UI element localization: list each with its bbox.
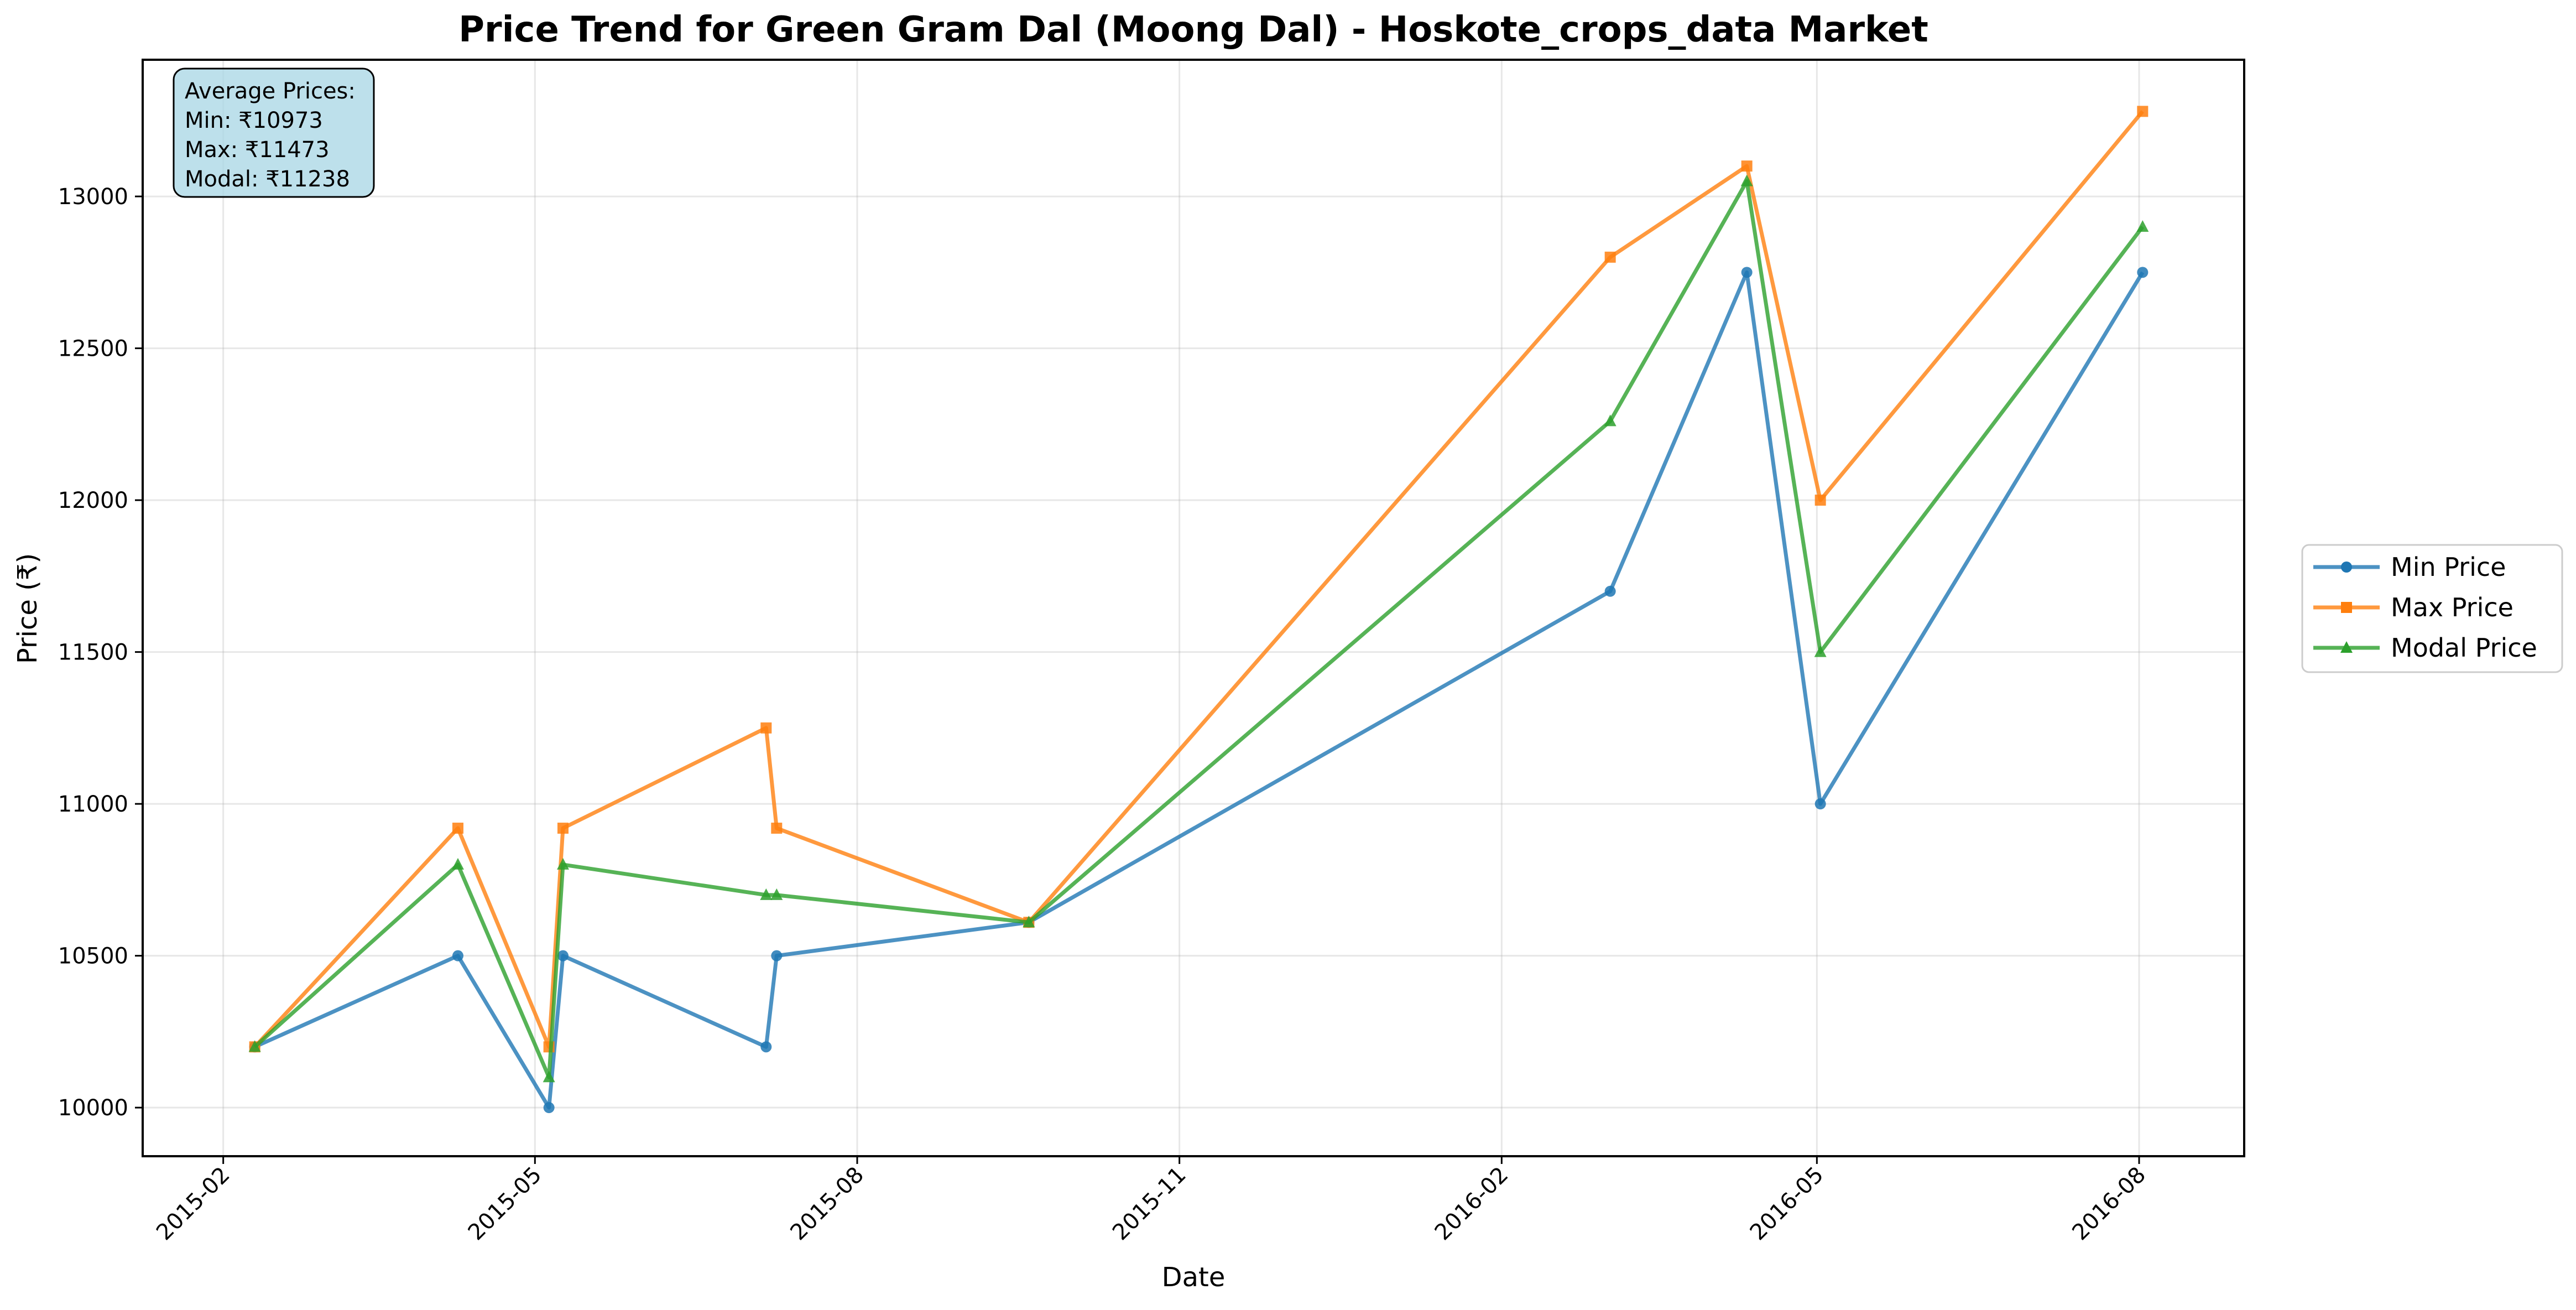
max-price-point: [452, 823, 463, 834]
series-layer: [248, 106, 2149, 1114]
average-modal-price: Modal: ₹11238: [185, 167, 350, 192]
legend-label-modal-price: Modal Price: [2391, 633, 2537, 663]
max-price-point: [557, 823, 569, 834]
tick-layer: 2015-02 2015-05 2015-08 2015-11 2016-02 2016-…: [58, 184, 2151, 1245]
min-price-series: [249, 267, 2149, 1114]
modal-price-point: [248, 1040, 261, 1052]
modal-price-line: [253, 179, 2145, 1079]
min-price-point: [543, 1102, 555, 1114]
y-tick-label: 13000: [58, 184, 128, 210]
y-tick-label: 12500: [58, 336, 128, 362]
average-max-price: Max: ₹11473: [185, 137, 330, 163]
min-price-line: [254, 270, 2145, 1110]
average-prices-background: [173, 67, 375, 198]
min-price-point: [1741, 267, 1753, 278]
modal-price-point: [1740, 174, 1753, 186]
x-tick-label: 2016-02: [1430, 1162, 1514, 1246]
max-price-point: [1604, 251, 1616, 263]
max-price-line: [253, 110, 2145, 1049]
chart-title: Price Trend for Green Gram Dal (Moong Da…: [458, 9, 1928, 50]
y-tick-label: 10000: [58, 1095, 128, 1121]
y-tick-label: 10500: [58, 944, 128, 969]
min-price-point: [771, 950, 783, 961]
legend-label-max-price: Max Price: [2391, 592, 2514, 622]
average-prices-box: Average Prices: Min: ₹10973 Max: ₹11473 …: [173, 67, 375, 198]
legend-box: [2301, 544, 2563, 673]
modal-price-point: [452, 857, 464, 870]
average-min-price: Min: ₹10973: [185, 108, 323, 133]
modal-price-point: [770, 888, 783, 900]
x-tick-label: 2015-11: [1108, 1162, 1191, 1246]
max-price-point: [1814, 495, 1826, 506]
x-tick-label: 2015-08: [785, 1162, 869, 1246]
legend-marker-max-price: [2341, 602, 2352, 613]
min-price-point: [452, 950, 463, 961]
grid-layer: [143, 60, 2244, 1156]
legend-marker-modal-price: [2340, 641, 2353, 653]
plot-frame: [142, 59, 2245, 1157]
modal-price-point: [1023, 916, 1035, 928]
average-prices-heading: Average Prices:: [185, 79, 356, 104]
y-tick-label: 11000: [58, 792, 128, 817]
modal-price-point: [2136, 220, 2149, 232]
modal-price-point: [1814, 645, 1827, 657]
x-tick-label: 2015-02: [152, 1162, 235, 1246]
y-axis-label: Price (₹): [12, 553, 43, 664]
max-price-point: [771, 823, 783, 834]
modal-price-point: [1604, 414, 1616, 427]
legend-items: Min Price Max Price Modal Price: [2313, 552, 2537, 663]
modal-price-point: [557, 857, 569, 870]
min-price-point: [1604, 585, 1616, 597]
max-price-point: [1741, 160, 1753, 172]
min-price-point: [2137, 267, 2149, 278]
min-price-point: [760, 1041, 772, 1053]
y-tick-label: 11500: [58, 640, 128, 666]
modal-price-series: [248, 174, 2149, 1083]
x-tick-label: 2016-08: [2067, 1162, 2151, 1246]
x-tick-label: 2015-05: [463, 1162, 547, 1246]
min-price-point: [557, 950, 569, 961]
x-axis-label: Date: [1162, 1262, 1226, 1293]
y-tick-label: 12000: [58, 488, 128, 513]
legend: Min Price Max Price Modal Price: [2301, 544, 2563, 673]
legend-label-min-price: Min Price: [2391, 552, 2506, 582]
max-price-point: [760, 722, 772, 734]
max-price-series: [249, 106, 2149, 1053]
max-price-point: [2137, 106, 2149, 117]
x-tick-label: 2016-05: [1745, 1162, 1829, 1246]
modal-price-point: [760, 888, 773, 900]
legend-marker-min-price: [2341, 562, 2352, 573]
modal-price-point: [543, 1070, 555, 1083]
min-price-point: [1814, 798, 1826, 810]
